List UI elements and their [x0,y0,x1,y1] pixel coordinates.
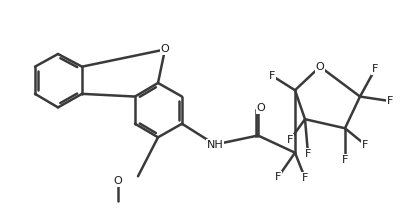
Text: F: F [362,140,368,150]
Text: O: O [114,176,122,186]
Text: F: F [302,173,308,183]
Text: O: O [316,62,324,72]
Text: F: F [372,64,378,74]
Text: F: F [287,135,293,145]
Text: NH: NH [206,140,223,150]
Text: F: F [387,96,393,106]
Text: F: F [275,172,281,182]
Text: F: F [269,71,275,81]
Text: F: F [305,149,311,159]
Text: O: O [161,44,169,54]
Text: F: F [342,155,348,165]
Text: O: O [257,103,265,113]
